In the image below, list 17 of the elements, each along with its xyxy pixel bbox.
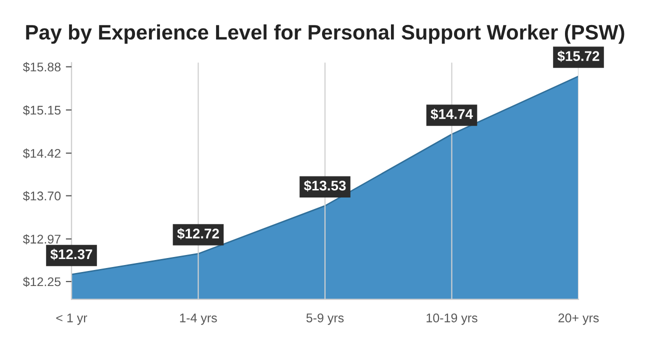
y-tick-label: $15.88: [22, 62, 61, 72]
x-tick-label: 20+ yrs: [558, 314, 599, 325]
y-tick-label: $13.70: [22, 191, 61, 202]
y-tick-label: $12.97: [22, 234, 60, 244]
x-tick-label: 1-4 yrs: [180, 314, 217, 325]
y-tick-label: $12.25: [22, 276, 61, 287]
x-tick-label: < 1 yr: [56, 314, 88, 325]
x-tick-label: 5-9 yrs: [306, 314, 344, 325]
y-tick-label: $14.42: [22, 148, 60, 159]
data-label: $14.74: [430, 108, 473, 120]
data-label: $12.37: [50, 248, 92, 260]
y-tick-label: $15.15: [22, 105, 61, 116]
data-label: $13.53: [304, 180, 346, 192]
data-label: $15.72: [557, 50, 600, 62]
x-tick-label: 10-19 yrs: [426, 314, 478, 325]
data-label: $12.72: [177, 228, 219, 240]
chart-title: Pay by Experience Level for Personal Support Worker (PSW): [26, 24, 624, 44]
